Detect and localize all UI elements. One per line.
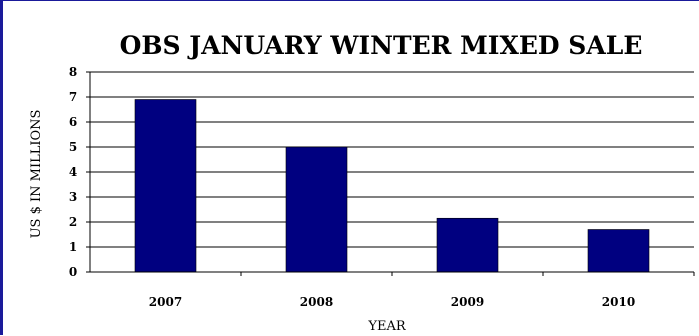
y-axis-label: US $ IN MILLIONS bbox=[29, 110, 44, 239]
y-tick-label: 2 bbox=[69, 215, 77, 229]
y-tick-label: 0 bbox=[69, 265, 77, 279]
bar-2009 bbox=[436, 217, 499, 273]
x-tick-label: 2010 bbox=[602, 295, 635, 309]
bar-2008 bbox=[285, 146, 348, 273]
y-tick-label: 4 bbox=[69, 165, 77, 179]
y-tick-label: 7 bbox=[69, 90, 77, 104]
chart-title: OBS JANUARY WINTER MIXED SALE bbox=[120, 31, 643, 60]
x-tick-label: 2008 bbox=[300, 295, 333, 309]
bar-chart: OBS JANUARY WINTER MIXED SALE 012345678 … bbox=[29, 31, 695, 334]
x-tick-labels: 2007 2008 2009 2010 bbox=[149, 272, 695, 309]
y-tick-label: 6 bbox=[69, 115, 77, 129]
y-tick-label: 1 bbox=[69, 240, 77, 254]
y-tick-label: 3 bbox=[69, 190, 77, 204]
bars bbox=[134, 99, 650, 273]
y-tick-labels: 0 1 2 3 4 5 6 7 8 bbox=[69, 65, 90, 279]
x-tick-label: 2007 bbox=[149, 295, 182, 309]
bar-2010 bbox=[587, 229, 650, 273]
y-tick-label: 8 bbox=[69, 65, 77, 79]
y-tick-label: 5 bbox=[69, 140, 77, 154]
bar-2007 bbox=[134, 99, 197, 273]
x-tick-label: 2009 bbox=[451, 295, 484, 309]
x-axis-label: YEAR bbox=[367, 319, 406, 334]
